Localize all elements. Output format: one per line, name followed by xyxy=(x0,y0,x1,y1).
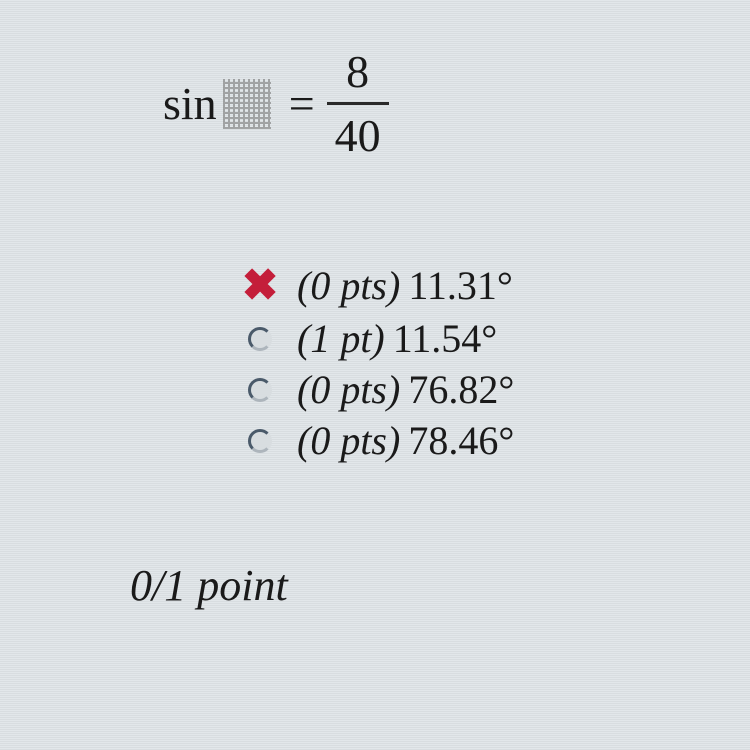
radio-empty-icon xyxy=(248,429,272,453)
equation-fraction: 8 40 xyxy=(327,45,389,162)
answer-option[interactable]: (0 pts) 78.46° xyxy=(235,417,514,464)
score-display: 0/1 point xyxy=(130,560,288,611)
equation-function: sin xyxy=(163,77,217,130)
radio-marker xyxy=(235,327,285,351)
radio-empty-icon xyxy=(248,378,272,402)
option-answer-value: 11.54° xyxy=(393,315,498,362)
radio-marker xyxy=(235,429,285,453)
option-points-label: (0 pts) xyxy=(297,417,400,464)
answer-options-list: ✖ (0 pts) 11.31° (1 pt) 11.54° (0 pts) 7… xyxy=(235,260,514,468)
option-points-label: (0 pts) xyxy=(297,262,400,309)
equation-display: sin = 8 40 xyxy=(163,45,389,162)
radio-marker xyxy=(235,378,285,402)
fraction-denominator: 40 xyxy=(327,105,389,162)
radio-empty-icon xyxy=(248,327,272,351)
option-answer-value: 78.46° xyxy=(408,417,514,464)
x-mark-icon: ✖ xyxy=(242,260,279,311)
wrong-answer-marker: ✖ xyxy=(235,260,285,311)
option-points-label: (0 pts) xyxy=(297,366,400,413)
option-answer-value: 76.82° xyxy=(408,366,514,413)
answer-option[interactable]: (0 pts) 76.82° xyxy=(235,366,514,413)
fraction-numerator: 8 xyxy=(338,45,377,102)
option-answer-value: 11.31° xyxy=(408,262,513,309)
option-points-label: (1 pt) xyxy=(297,315,385,362)
equation-equals: = xyxy=(289,77,315,130)
equation-blank-placeholder[interactable] xyxy=(223,79,271,129)
answer-option[interactable]: ✖ (0 pts) 11.31° xyxy=(235,260,514,311)
answer-option[interactable]: (1 pt) 11.54° xyxy=(235,315,514,362)
